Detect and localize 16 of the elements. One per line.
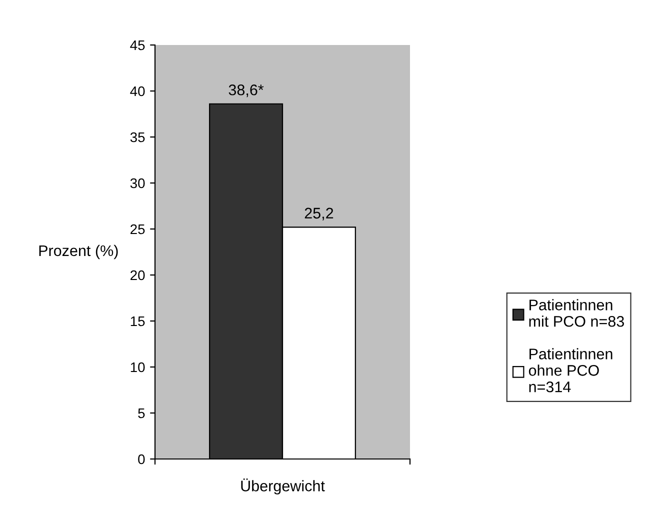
y-tick-label: 15 — [130, 316, 145, 326]
y-tick-label: 25 — [130, 224, 145, 234]
x-tick-label: Übergewicht — [241, 478, 325, 494]
legend-label: Patientinnen mit PCO n=83 — [529, 299, 624, 327]
y-tick-label: 0 — [138, 454, 145, 464]
data-label: 25,2 — [304, 208, 334, 220]
y-axis-title: Prozent (%) — [39, 244, 118, 260]
data-label: 38,6* — [228, 84, 264, 98]
legend-label: Patientinnen ohne PCO n=314 — [528, 348, 612, 392]
y-tick-label: 20 — [130, 270, 145, 280]
y-tick-label: 45 — [130, 40, 145, 50]
y-tick-label: 10 — [130, 362, 145, 372]
y-tick-label: 35 — [130, 132, 145, 142]
y-tick-label: 30 — [130, 178, 145, 188]
y-tick-label: 40 — [130, 86, 145, 96]
y-tick-label: 5 — [138, 408, 145, 418]
